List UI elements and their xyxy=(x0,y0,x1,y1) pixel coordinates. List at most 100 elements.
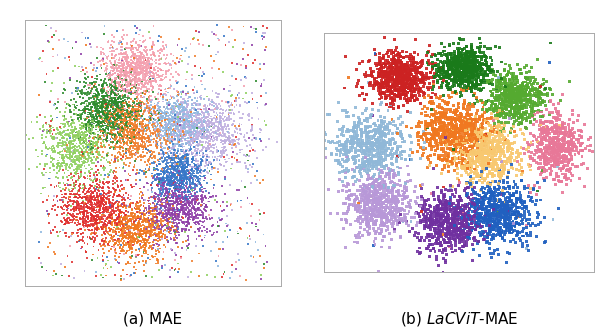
Point xyxy=(133,76,143,82)
Point xyxy=(348,203,358,208)
Point xyxy=(417,70,427,75)
Point xyxy=(63,177,73,183)
Point xyxy=(144,65,154,70)
Point xyxy=(176,160,186,165)
Point xyxy=(460,216,470,221)
Point xyxy=(439,240,449,245)
Point xyxy=(125,115,135,120)
Point xyxy=(261,102,271,107)
Point xyxy=(510,91,520,96)
Point xyxy=(96,49,106,54)
Point xyxy=(228,137,238,142)
Point xyxy=(404,172,414,177)
Point xyxy=(236,77,246,83)
Point xyxy=(459,218,469,223)
Point xyxy=(490,225,500,230)
Point xyxy=(162,101,171,106)
Point xyxy=(168,107,178,112)
Point xyxy=(457,211,466,216)
Point xyxy=(161,161,171,166)
Point xyxy=(130,89,140,94)
Point xyxy=(151,129,161,134)
Point xyxy=(193,130,203,135)
Point xyxy=(168,218,178,223)
Point xyxy=(482,204,491,209)
Point xyxy=(458,236,468,241)
Point xyxy=(494,173,504,178)
Point xyxy=(82,195,92,200)
Point xyxy=(151,140,161,145)
Point xyxy=(524,208,534,214)
Point xyxy=(215,132,225,137)
Point xyxy=(171,187,181,192)
Point xyxy=(442,156,452,161)
Point xyxy=(121,70,130,76)
Point xyxy=(427,66,437,72)
Point xyxy=(406,95,416,100)
Point xyxy=(168,122,177,127)
Point xyxy=(471,152,480,157)
Point xyxy=(436,230,446,236)
Point xyxy=(103,229,113,235)
Point xyxy=(116,118,126,123)
Point xyxy=(95,205,105,210)
Point xyxy=(385,142,395,147)
Point xyxy=(473,197,483,202)
Point xyxy=(190,182,200,187)
Point xyxy=(405,63,414,68)
Point xyxy=(48,228,58,233)
Point xyxy=(102,114,111,120)
Point xyxy=(426,99,436,104)
Point xyxy=(100,173,110,178)
Point xyxy=(86,221,96,226)
Point xyxy=(462,122,472,127)
Point xyxy=(99,86,109,92)
Point xyxy=(464,222,474,227)
Point xyxy=(83,210,93,215)
Point xyxy=(203,135,212,140)
Point xyxy=(507,82,517,87)
Point xyxy=(114,200,124,205)
Point xyxy=(495,82,505,87)
Point xyxy=(195,107,205,112)
Point xyxy=(122,127,132,132)
Point xyxy=(382,205,392,210)
Point xyxy=(65,145,75,151)
Point xyxy=(487,161,496,166)
Point xyxy=(563,144,573,149)
Point xyxy=(387,168,397,173)
Point xyxy=(70,150,80,155)
Point xyxy=(152,201,162,206)
Point xyxy=(362,185,371,190)
Point xyxy=(141,71,151,76)
Point xyxy=(51,272,61,277)
Point xyxy=(360,151,370,156)
Point xyxy=(519,90,529,95)
Point xyxy=(554,125,564,130)
Point xyxy=(144,198,154,203)
Point xyxy=(510,88,520,93)
Point xyxy=(382,70,392,75)
Point xyxy=(177,178,187,184)
Point xyxy=(359,155,368,160)
Point xyxy=(133,223,143,228)
Point xyxy=(469,139,479,144)
Point xyxy=(157,178,167,183)
Point xyxy=(144,138,154,143)
Point xyxy=(515,107,524,112)
Point xyxy=(102,207,112,212)
Point xyxy=(443,155,453,160)
Point xyxy=(131,135,141,140)
Point xyxy=(165,179,174,184)
Point xyxy=(65,182,75,188)
Point xyxy=(78,220,88,226)
Point xyxy=(238,46,248,52)
Point xyxy=(144,137,154,143)
Point xyxy=(482,166,491,172)
Point xyxy=(75,88,84,94)
Point xyxy=(84,114,94,119)
Point xyxy=(379,81,389,86)
Point xyxy=(155,108,165,113)
Point xyxy=(177,165,187,170)
Point xyxy=(490,204,500,209)
